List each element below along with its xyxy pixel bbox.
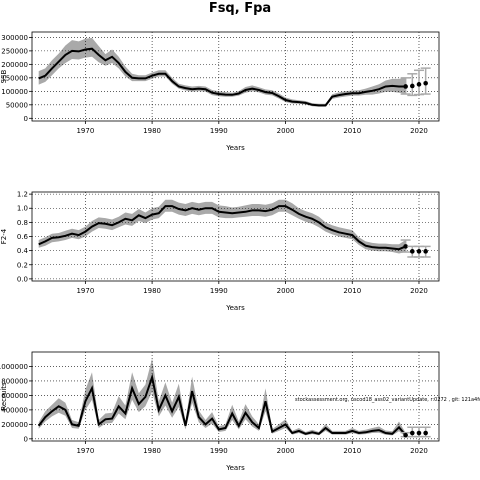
ssb-ylabel: SSB xyxy=(0,69,8,83)
fbar-ytick-label: 1.2 xyxy=(17,191,28,199)
ssb-xtick-label: 2010 xyxy=(343,127,361,135)
ssb-xlabel: Years xyxy=(225,144,245,152)
ssb-forecast-point xyxy=(423,80,428,86)
recruitment-ytick-label: 600000 xyxy=(1,392,28,400)
fbar-ytick-label: 0.4 xyxy=(17,247,29,255)
fbar-ytick-label: 0.0 xyxy=(17,275,28,283)
recruitment-xtick-label: 1980 xyxy=(143,447,161,455)
fbar-xtick-label: 2010 xyxy=(343,287,361,295)
ssb-ytick-label: 250000 xyxy=(1,47,28,55)
fbar-xtick-label: 1980 xyxy=(143,287,161,295)
fbar-ylabel: F2-4 xyxy=(0,228,8,244)
ssb-forecast-point xyxy=(403,84,408,89)
fbar-series-line xyxy=(38,205,406,251)
recruitment-ytick-label: 400000 xyxy=(1,406,28,414)
ssb-panel: 1970 1980 1990 2000 2010 2020 0 50000 100000 1500… xyxy=(0,31,440,152)
ssb-xtick-label: 1980 xyxy=(143,127,161,135)
ssb-ytick-label: 300000 xyxy=(1,34,28,42)
fbar-xtick-label: 2000 xyxy=(277,287,295,295)
ssb-forecast-point xyxy=(410,83,415,89)
fbar-ci-band xyxy=(38,199,406,254)
recruitment-ytick-label: 0 xyxy=(24,435,28,443)
fbar-panel: 1970 1980 1990 2000 2010 2020 0.0 0.2 0.4 0.6 0.8 1… xyxy=(0,191,440,312)
ssb-xtick-label: 1990 xyxy=(210,127,228,135)
recruitment-axes-frame xyxy=(31,351,440,442)
ssb-series-line xyxy=(38,47,406,107)
fbar-ytick-label: 0.6 xyxy=(17,233,29,241)
fbar-forecast-point xyxy=(403,244,408,249)
recruitment-ytick-label: 200000 xyxy=(1,421,28,429)
ssb-ytick-label: 200000 xyxy=(1,61,28,69)
recruitment-forecast-point xyxy=(403,432,408,438)
ssb-axes-frame xyxy=(31,31,440,122)
recruitment-series-line xyxy=(37,373,407,436)
recruitment-panel: 1970 1980 1990 2000 2010 2020 0 200000 400000 600… xyxy=(0,351,440,472)
fbar-xlabel: Years xyxy=(225,304,245,312)
fbar-ytick-label: 0.8 xyxy=(17,219,28,227)
panels: 1970 1980 1990 2000 2010 2020 0 50000 100000 1500… xyxy=(0,31,480,472)
ssb-ytick-label: 150000 xyxy=(1,74,28,82)
fbar-xtick-label: 2020 xyxy=(410,287,428,295)
ssb-ytick-label: 0 xyxy=(24,115,28,123)
recruitment-ytick-label: 800000 xyxy=(1,377,28,385)
ssb-ci-band xyxy=(38,37,406,107)
recruitment-xtick-label: 2020 xyxy=(410,447,428,455)
recruitment-forecast-point xyxy=(410,430,415,436)
fbar-forecast-point xyxy=(423,249,428,254)
recruitment-xtick-label: 1970 xyxy=(76,447,94,455)
recruitment-ytick-label: 1000000 xyxy=(0,363,28,371)
ssb-forecast-point xyxy=(416,82,422,87)
ssb-xtick-label: 2020 xyxy=(410,127,428,135)
fbar-forecast-point xyxy=(410,249,415,254)
ssb-ytick-label: 100000 xyxy=(1,88,28,96)
recruitment-xtick-label: 2010 xyxy=(343,447,361,455)
recruitment-xtick-label: 1990 xyxy=(210,447,228,455)
ssb-xtick-label: 1970 xyxy=(76,127,94,135)
ssb-ytick-label: 50000 xyxy=(6,101,28,109)
recruitment-forecast-point xyxy=(423,430,428,436)
footnote: stockassessment.org, nscod18_ass02_varia… xyxy=(295,397,480,403)
fbar-ytick-label: 0.2 xyxy=(17,261,28,269)
fbar-xtick-label: 1970 xyxy=(76,287,94,295)
recruitment-xlabel: Years xyxy=(225,464,245,472)
fbar-forecast-point xyxy=(416,249,422,254)
fbar-ytick-label: 1.0 xyxy=(17,205,28,213)
figure-title: Fsq, Fpa xyxy=(209,1,271,16)
ssb-xtick-label: 2000 xyxy=(277,127,295,135)
recruitment-forecast-point xyxy=(416,430,422,436)
fbar-xtick-label: 1990 xyxy=(210,287,228,295)
recruitment-xtick-label: 2000 xyxy=(277,447,295,455)
recruitment-ylabel: Recruits xyxy=(0,382,8,411)
